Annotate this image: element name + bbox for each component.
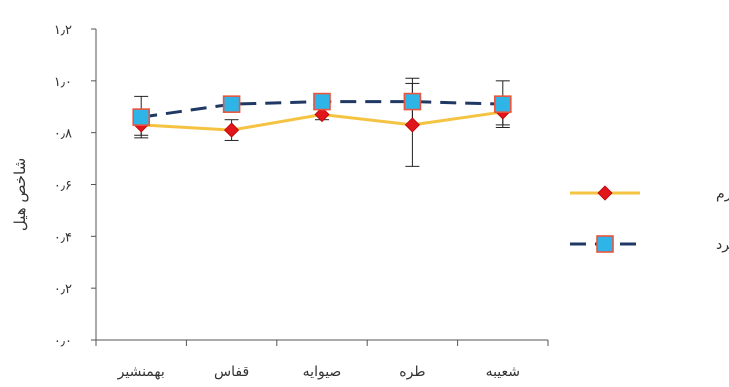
data-point-series-2 (132, 108, 150, 126)
legend: فصل گرم فصل سرد (570, 185, 729, 253)
y-tick-label: ۰٫۰ (54, 334, 72, 349)
data-point-series-1 (314, 106, 330, 123)
y-axis-title: شاخص هیل (11, 158, 29, 231)
data-point-series-2 (403, 92, 422, 111)
legend-label: فصل گرم (716, 185, 729, 202)
data-point-series-1 (224, 122, 240, 138)
data-point-series-1 (404, 117, 420, 133)
y-tick-label: ۰٫۲ (54, 282, 72, 297)
data-point-series-2 (222, 95, 241, 113)
axes: ۰٫۰ ۰٫۲ ۰٫۴ ۰٫۶ ۰٫۸ ۱٫۰ ۱٫۲ بهمنشیر قفاس صیوایه طر… (11, 23, 549, 380)
y-tick-label: ۰٫۶ (54, 179, 72, 194)
legend-marker (597, 185, 613, 201)
y-tick-label: ۱٫۲ (54, 23, 72, 38)
x-tick-label: قفاس (214, 364, 249, 380)
x-tick-label: شعیبه (486, 364, 520, 380)
y-tick-label: ۰٫۸ (54, 127, 72, 142)
data-point-series-2 (493, 95, 512, 113)
x-tick-label: صیوایه (303, 364, 342, 380)
y-tick-label: ۰٫۴ (54, 230, 72, 245)
legend-marker (596, 235, 614, 253)
series-layer (132, 92, 512, 138)
error-bars (134, 77, 510, 167)
legend-label: فصل سرد (716, 237, 729, 253)
y-tick-label: ۱٫۰ (54, 75, 72, 90)
x-tick-label: بهمنشیر (117, 364, 165, 380)
x-tick-label: طره (399, 364, 425, 380)
data-point-series-2 (313, 92, 331, 111)
